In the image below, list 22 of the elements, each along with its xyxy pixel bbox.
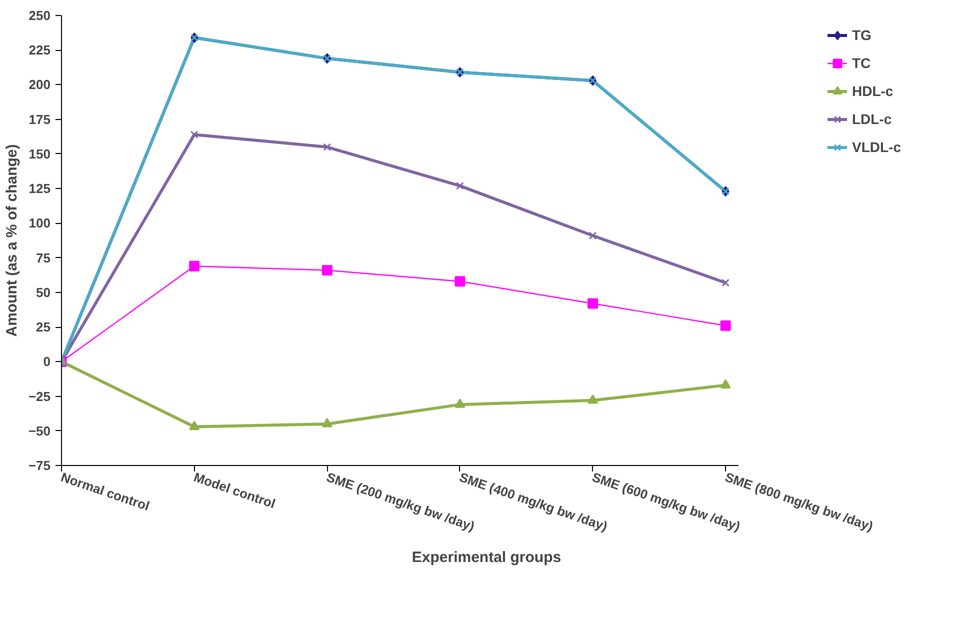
y-tick-label: 250: [28, 8, 51, 23]
x-tick-label: Model control: [192, 469, 278, 512]
y-tick-label: 25: [36, 320, 51, 335]
y-tick-label: 150: [28, 146, 51, 162]
legend-label: LDL-c: [852, 111, 892, 127]
y-axis-title: Amount (as a % of change): [3, 144, 20, 337]
legend-label: TG: [852, 27, 872, 43]
x-axis-title: Experimental groups: [412, 549, 562, 566]
y-tick-label: 50: [36, 284, 51, 300]
legend-label: VLDL-c: [852, 139, 901, 155]
y-tick-label: 200: [28, 77, 51, 92]
y-tick-label: 225: [28, 42, 51, 58]
y-tick-label: 125: [28, 181, 51, 196]
y-tick-label: −75: [28, 458, 51, 473]
legend-label: HDL-c: [852, 83, 894, 99]
y-tick-label: 75: [36, 250, 51, 266]
y-tick-label: 0: [43, 354, 51, 370]
y-tick-label: 175: [28, 112, 51, 127]
legend-label: TC: [852, 55, 872, 71]
y-tick-label: −25: [28, 388, 51, 404]
y-tick-label: −50: [28, 423, 51, 438]
y-tick-label: 100: [28, 216, 51, 231]
